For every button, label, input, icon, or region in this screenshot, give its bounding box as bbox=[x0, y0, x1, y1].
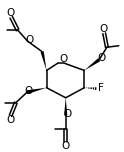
Polygon shape bbox=[41, 51, 46, 71]
Text: O: O bbox=[25, 35, 33, 45]
Polygon shape bbox=[64, 98, 67, 115]
Text: O: O bbox=[7, 115, 15, 125]
Text: O: O bbox=[62, 141, 70, 151]
Text: O: O bbox=[99, 24, 108, 34]
Polygon shape bbox=[27, 88, 46, 94]
Text: O: O bbox=[97, 53, 105, 63]
Text: O: O bbox=[7, 8, 15, 18]
Polygon shape bbox=[84, 58, 100, 71]
Text: O: O bbox=[25, 86, 33, 96]
Text: O: O bbox=[64, 109, 72, 119]
Text: O: O bbox=[59, 54, 68, 64]
Text: F: F bbox=[98, 83, 104, 93]
